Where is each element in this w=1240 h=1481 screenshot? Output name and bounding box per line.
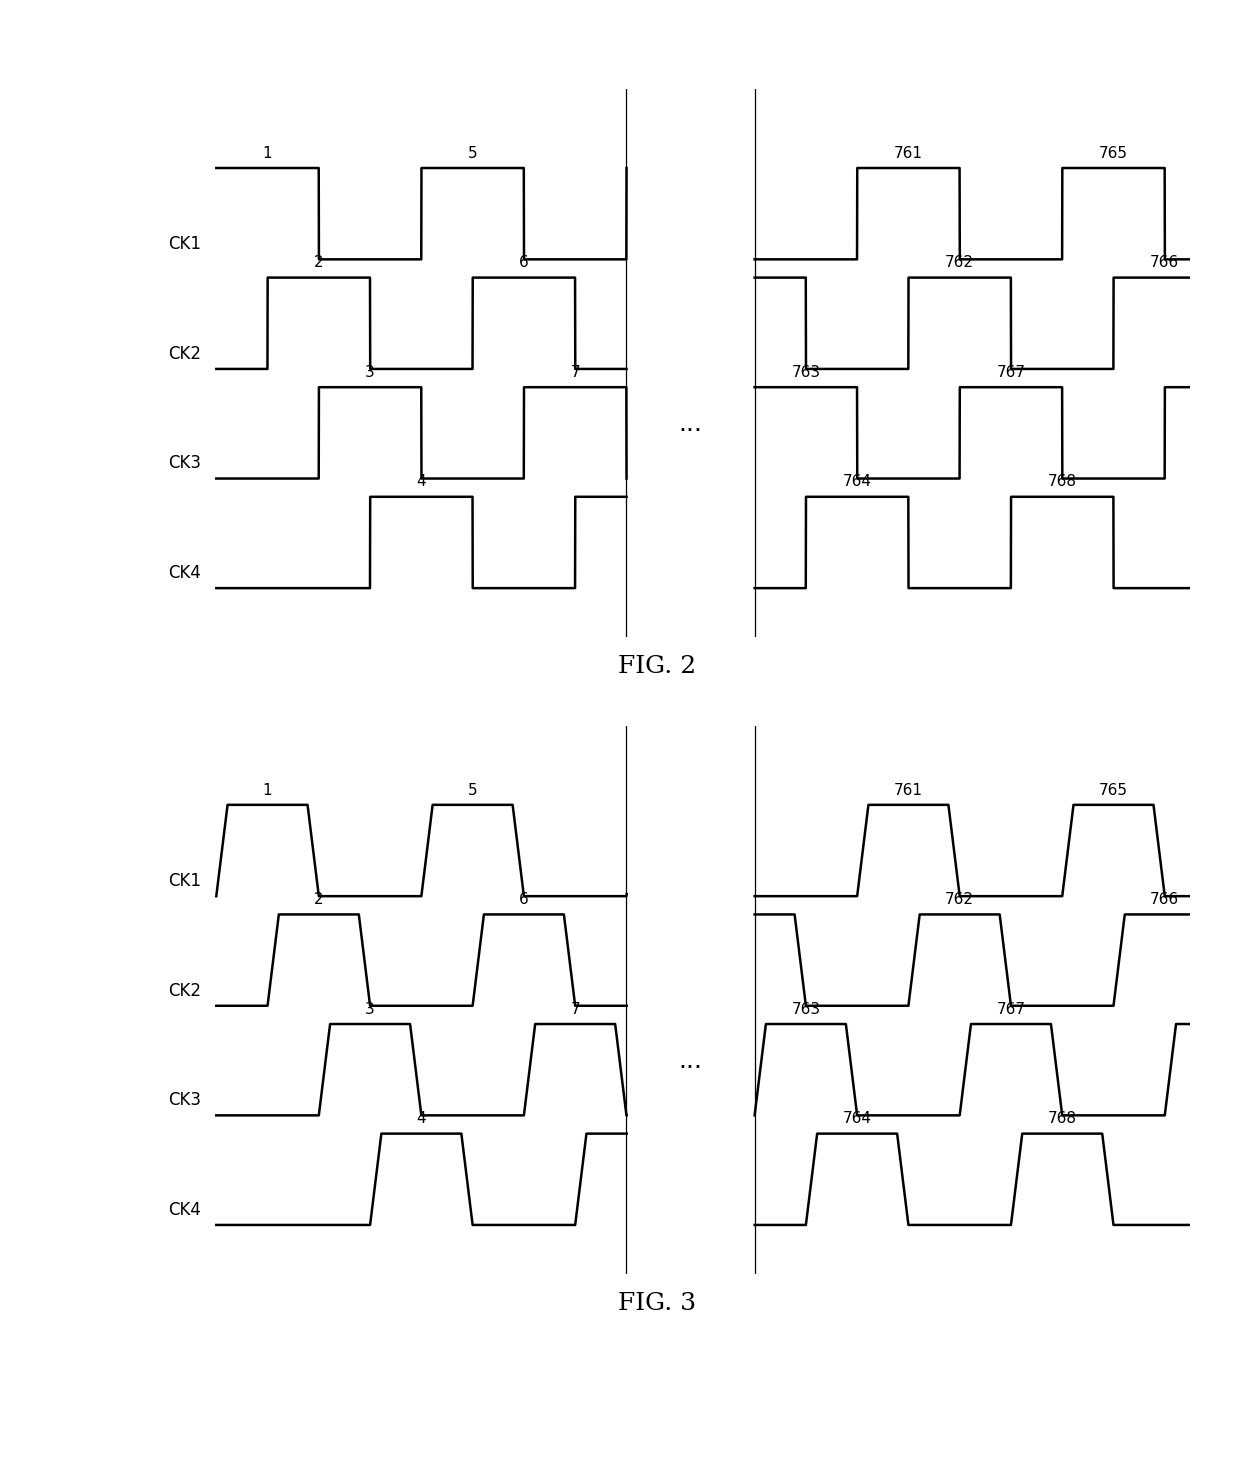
Text: ...: ... [678, 1049, 703, 1072]
Text: 6: 6 [520, 892, 528, 908]
Text: CK2: CK2 [167, 345, 201, 363]
Text: 767: 767 [997, 364, 1025, 381]
Text: 3: 3 [366, 1001, 374, 1017]
Text: 4: 4 [417, 474, 427, 490]
Text: 762: 762 [945, 255, 975, 271]
Text: 761: 761 [894, 145, 923, 161]
Text: 4: 4 [417, 1111, 427, 1127]
Text: 765: 765 [1099, 145, 1128, 161]
Text: 768: 768 [1048, 474, 1076, 490]
Text: 6: 6 [520, 255, 528, 271]
Text: CK1: CK1 [167, 872, 201, 890]
Text: 1: 1 [263, 782, 273, 798]
Text: 764: 764 [843, 1111, 872, 1127]
Text: CK3: CK3 [167, 1091, 201, 1109]
Text: 763: 763 [791, 364, 821, 381]
Text: 764: 764 [843, 474, 872, 490]
Text: 762: 762 [945, 892, 975, 908]
Text: 767: 767 [997, 1001, 1025, 1017]
Text: FIG. 2: FIG. 2 [618, 655, 697, 678]
Text: CK4: CK4 [169, 564, 201, 582]
Text: CK4: CK4 [169, 1201, 201, 1219]
Text: 5: 5 [467, 782, 477, 798]
Text: 3: 3 [366, 364, 374, 381]
Text: 765: 765 [1099, 782, 1128, 798]
Text: 763: 763 [791, 1001, 821, 1017]
Text: 761: 761 [894, 782, 923, 798]
Text: CK3: CK3 [167, 455, 201, 472]
Text: 766: 766 [1151, 255, 1179, 271]
Text: CK2: CK2 [167, 982, 201, 1000]
Text: FIG. 3: FIG. 3 [618, 1291, 697, 1315]
Text: 2: 2 [314, 255, 324, 271]
Text: 7: 7 [570, 364, 580, 381]
Text: 2: 2 [314, 892, 324, 908]
Text: 5: 5 [467, 145, 477, 161]
Text: 7: 7 [570, 1001, 580, 1017]
Text: CK1: CK1 [167, 235, 201, 253]
Text: 766: 766 [1151, 892, 1179, 908]
Text: 1: 1 [263, 145, 273, 161]
Text: 768: 768 [1048, 1111, 1076, 1127]
Text: ...: ... [678, 412, 703, 435]
